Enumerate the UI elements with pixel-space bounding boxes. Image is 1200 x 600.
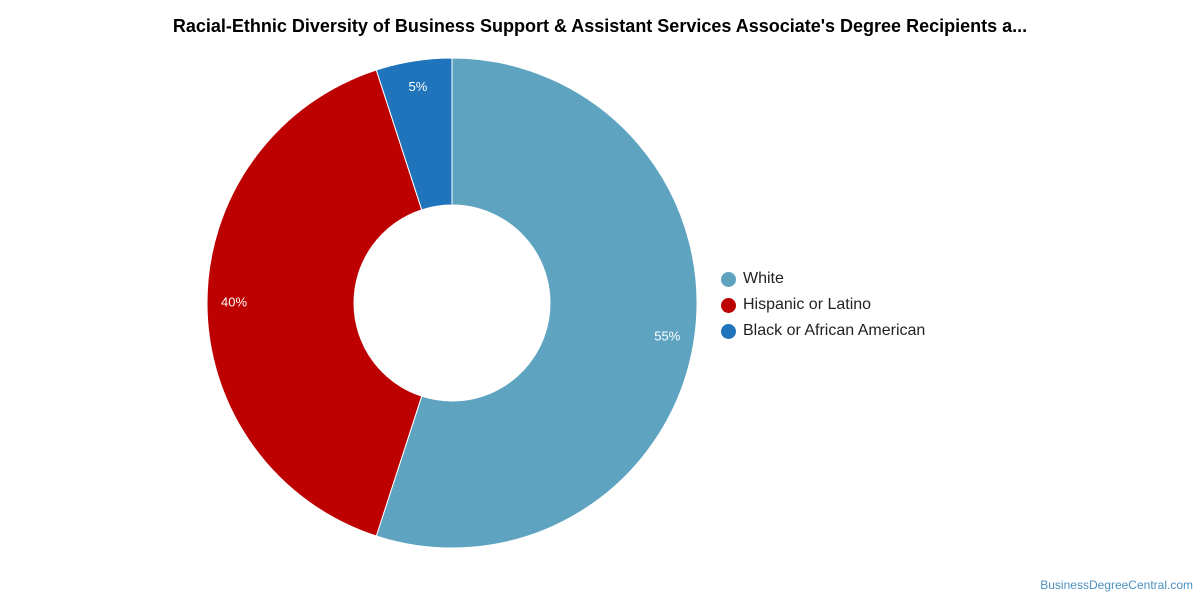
slice-black-or-african-american[interactable] <box>375 57 453 211</box>
slice-label-white: 55% <box>654 329 680 344</box>
slice-hispanic-or-latino[interactable] <box>206 69 423 537</box>
legend-swatch <box>721 297 736 313</box>
chart-legend: White Hispanic or Latino Black or African … <box>721 266 925 344</box>
legend-label: Hispanic or Latino <box>743 296 872 313</box>
slice-label-hispanic-or-latino: 40% <box>221 294 247 309</box>
legend-label: White <box>743 270 784 287</box>
legend-item-black-or-african-american[interactable]: Black or African American <box>721 318 925 344</box>
source-watermark[interactable]: BusinessDegreeCentral.com <box>1040 578 1193 592</box>
slice-white[interactable] <box>375 57 698 549</box>
chart-title: Racial-Ethnic Diversity of Business Supp… <box>172 16 1028 36</box>
legend-swatch <box>721 271 736 287</box>
legend-label: Black or African American <box>743 322 926 339</box>
legend-item-hispanic-or-latino[interactable]: Hispanic or Latino <box>721 292 925 318</box>
slice-label-black-or-african-american: 5% <box>408 79 427 94</box>
legend-swatch <box>721 323 736 339</box>
legend-item-white[interactable]: White <box>721 266 925 292</box>
